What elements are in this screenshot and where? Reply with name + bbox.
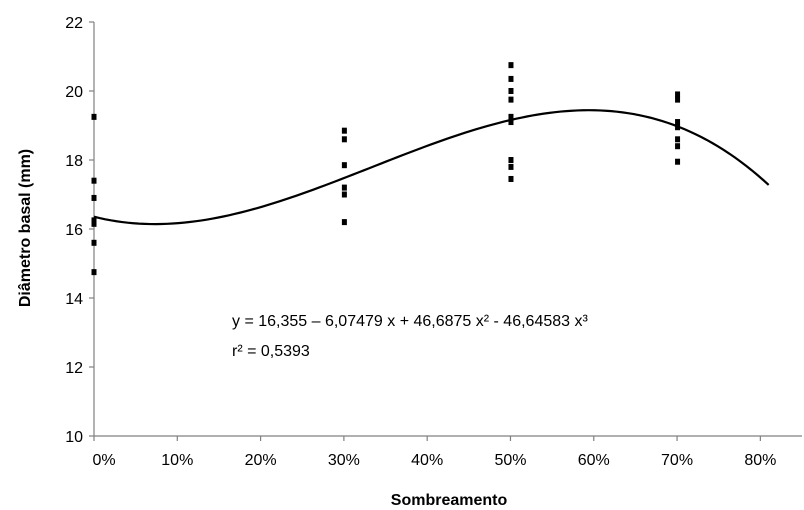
x-tick-label: 50% bbox=[494, 452, 526, 469]
data-point bbox=[508, 157, 514, 163]
y-tick-label: 12 bbox=[65, 360, 83, 377]
data-point bbox=[508, 88, 514, 94]
data-point bbox=[91, 239, 97, 246]
data-point bbox=[341, 136, 347, 143]
data-points bbox=[91, 62, 681, 276]
data-point bbox=[508, 62, 514, 69]
fit-curve bbox=[93, 109, 770, 226]
data-point bbox=[91, 269, 97, 276]
data-point bbox=[508, 175, 514, 182]
y-tick-label: 14 bbox=[65, 291, 83, 308]
y-tick-label: 10 bbox=[65, 429, 83, 446]
x-tick-label: 20% bbox=[245, 452, 277, 469]
data-point bbox=[675, 96, 681, 103]
data-point bbox=[675, 136, 681, 143]
data-point bbox=[341, 219, 347, 226]
data-point bbox=[91, 113, 97, 120]
data-point bbox=[91, 194, 97, 201]
data-point bbox=[675, 143, 681, 150]
data-point bbox=[341, 184, 347, 191]
x-tick-label: 40% bbox=[411, 452, 443, 469]
data-point bbox=[91, 220, 97, 227]
x-tick-label: 10% bbox=[161, 452, 193, 469]
y-tick-label: 20 bbox=[65, 84, 83, 101]
equation-annotation: y = 16,355 – 6,07479 x + 46,6875 x² - 46… bbox=[232, 313, 588, 330]
data-point bbox=[91, 217, 97, 224]
data-point bbox=[508, 75, 514, 82]
y-ticks: 10 12 14 16 18 20 22 bbox=[65, 15, 94, 446]
data-point bbox=[675, 119, 681, 126]
data-point bbox=[675, 91, 681, 98]
data-point bbox=[508, 119, 514, 126]
data-point bbox=[508, 163, 514, 170]
y-tick-label: 16 bbox=[65, 222, 83, 239]
x-tick-label: 0% bbox=[92, 452, 115, 469]
y-tick-label: 18 bbox=[65, 153, 83, 170]
data-point bbox=[91, 177, 97, 184]
y-axis-title: Diâmetro basal (mm) bbox=[17, 149, 34, 307]
y-tick-label: 22 bbox=[65, 15, 83, 32]
x-tick-label: 30% bbox=[328, 452, 360, 469]
x-tick-label: 60% bbox=[578, 452, 610, 469]
r-squared-annotation: r² = 0,5393 bbox=[232, 343, 310, 360]
data-point bbox=[341, 162, 347, 169]
data-point bbox=[508, 113, 514, 120]
x-tick-label: 80% bbox=[744, 452, 776, 469]
data-point bbox=[508, 96, 514, 103]
axes: 10 12 14 16 18 20 22 0% 10% 20% 30% 40% 50% 60% 70% 80… bbox=[65, 15, 802, 469]
x-tick-label: 70% bbox=[661, 452, 693, 469]
data-point bbox=[341, 191, 347, 198]
x-ticks: 0% 10% 20% 30% 40% 50% 60% 70% 80% bbox=[92, 436, 776, 469]
x-axis-title: Sombreamento bbox=[391, 492, 508, 509]
data-point bbox=[675, 158, 681, 165]
data-point bbox=[341, 127, 347, 134]
